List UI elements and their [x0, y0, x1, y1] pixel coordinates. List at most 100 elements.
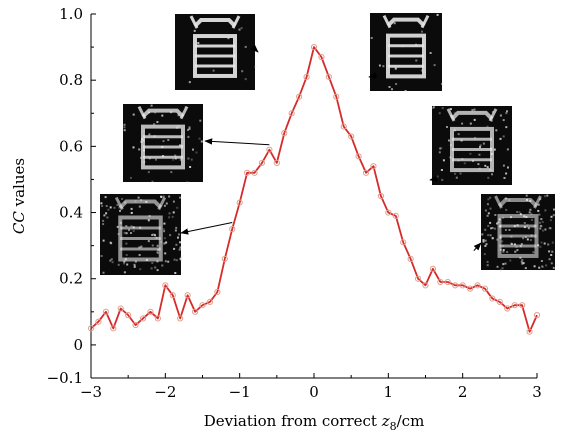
inset-glyph-stroke: [137, 105, 147, 120]
inset-noise: [123, 260, 126, 263]
inset-noise: [100, 255, 103, 257]
data-point: [236, 199, 243, 206]
inset-glyph-stroke: [114, 196, 124, 211]
inset-noise: [123, 262, 125, 265]
inset-noise: [130, 207, 133, 210]
inset-noise: [490, 119, 493, 122]
inset-noise: [496, 265, 499, 268]
inset-noise: [152, 233, 155, 236]
arrow: [429, 175, 438, 182]
inset-noise: [163, 222, 166, 225]
inset-noise: [153, 135, 156, 138]
inset-noise: [471, 109, 474, 112]
inset-noise: [125, 254, 128, 256]
x-tick-label: −2: [154, 383, 176, 401]
inset-noise: [490, 152, 493, 155]
inset-mid-left: [123, 104, 203, 184]
inset-noise: [174, 154, 177, 157]
inset-noise: [484, 209, 487, 212]
inset-noise: [499, 269, 502, 272]
inset-noise: [520, 243, 523, 246]
inset-noise: [139, 226, 142, 229]
inset-noise: [134, 260, 137, 263]
inset-noise: [505, 172, 508, 175]
data-point: [87, 325, 95, 332]
data-point: [132, 321, 139, 329]
inset-noise: [516, 224, 519, 227]
inset-noise: [439, 147, 442, 150]
inset-noise: [124, 258, 127, 261]
inset-noise: [177, 125, 180, 128]
inset-noise: [133, 266, 136, 268]
inset-noise: [484, 239, 487, 242]
inset-noise: [137, 196, 140, 199]
inset-noise: [528, 211, 531, 214]
inset-noise: [487, 234, 490, 237]
inset-noise: [160, 195, 163, 198]
inset-noise: [163, 242, 166, 245]
inset-noise: [138, 254, 141, 256]
inset-noise: [171, 215, 174, 218]
inset-noise: [494, 227, 496, 230]
inset-noise: [509, 259, 512, 262]
data-point: [125, 312, 132, 319]
inset-noise: [192, 148, 194, 151]
x-axis-label: Deviation from correct z8/cm: [204, 412, 425, 433]
inset-noise: [499, 114, 502, 117]
inset-noise: [130, 212, 133, 214]
inset-noise: [138, 205, 141, 208]
inset-noise: [187, 128, 189, 131]
y-tick-label: 0.2: [59, 270, 83, 288]
inset-noise: [111, 261, 114, 264]
inset-lower-left: [100, 194, 183, 275]
inset-noise: [154, 234, 156, 237]
inset-noise: [156, 244, 159, 247]
inset-noise: [499, 225, 501, 228]
inset-noise: [539, 224, 542, 227]
inset-mid-right: [432, 106, 512, 185]
inset-noise: [550, 254, 553, 256]
inset-noise: [478, 153, 481, 156]
inset-noise: [190, 158, 193, 161]
inset-noise: [486, 214, 489, 217]
inset-noise: [391, 88, 393, 91]
inset-noise: [188, 126, 191, 129]
inset-noise: [147, 171, 150, 174]
inset-noise: [522, 237, 525, 240]
inset-noise: [504, 229, 507, 231]
inset-noise: [515, 246, 518, 248]
inset-noise: [502, 135, 505, 138]
inset-noise: [504, 197, 507, 200]
inset-noise: [505, 112, 508, 115]
inset-noise: [119, 221, 122, 224]
data-point: [251, 169, 258, 176]
inset-noise: [100, 202, 103, 205]
inset-noise: [200, 140, 203, 143]
inset-background: [432, 106, 512, 185]
inset-noise: [459, 172, 462, 175]
inset-noise: [102, 223, 105, 226]
inset-noise: [441, 107, 444, 110]
inset-noise: [544, 195, 546, 198]
inset-noise: [537, 209, 540, 212]
inset-noise: [156, 269, 159, 272]
data-point: [370, 163, 377, 170]
data-point: [162, 282, 169, 289]
inset-noise: [473, 108, 476, 111]
inset-noise: [116, 204, 119, 206]
inset-noise: [508, 199, 511, 202]
x-tick-label: −3: [80, 383, 102, 401]
arrow: [204, 138, 270, 146]
inset-noise: [174, 272, 177, 274]
inset-noise: [521, 262, 524, 265]
inset-noise: [440, 169, 443, 171]
inset-noise: [130, 225, 133, 228]
inset-noise: [553, 208, 555, 211]
inset-noise: [151, 244, 154, 247]
data-point: [362, 169, 370, 176]
inset-noise: [195, 151, 198, 154]
inset-noise: [168, 212, 171, 215]
inset-noise: [449, 144, 452, 147]
inset-noise: [147, 219, 150, 222]
inset-noise: [540, 218, 543, 221]
